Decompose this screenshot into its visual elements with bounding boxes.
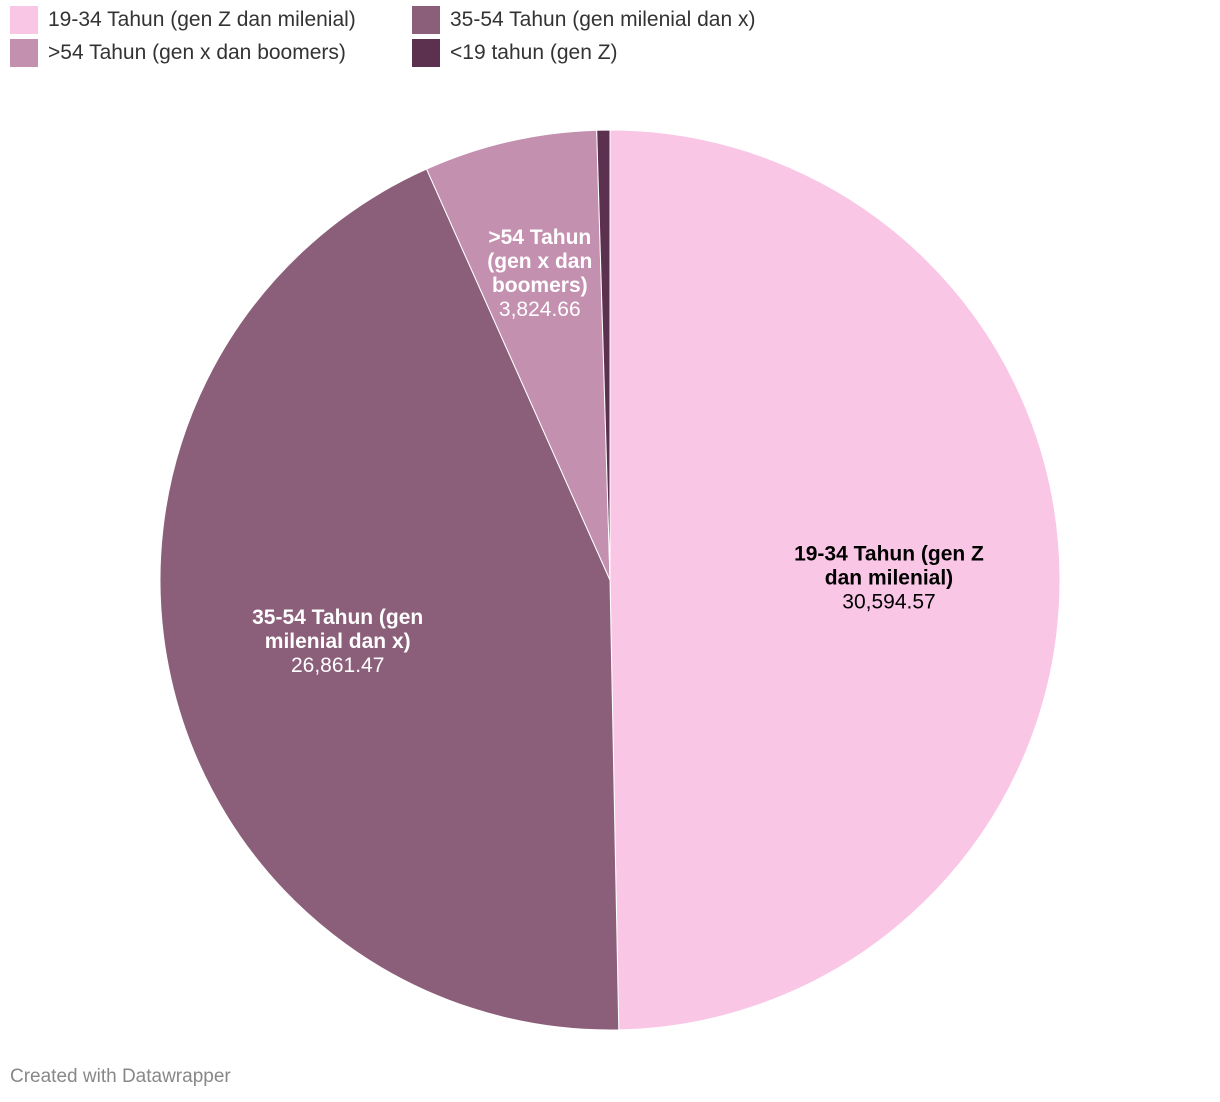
pie-slice — [596, 129, 611, 581]
slice-label: boomers) — [492, 274, 588, 297]
pie-slice — [159, 168, 620, 1031]
legend-label: >54 Tahun (gen x dan boomers) — [48, 41, 346, 64]
slice-label: (gen x dan — [487, 250, 592, 273]
slice-label: 35-54 Tahun (gen — [252, 606, 423, 629]
legend-swatch — [10, 6, 38, 34]
legend-swatch — [10, 39, 38, 67]
credit-text: Created with Datawrapper — [10, 1066, 231, 1087]
legend-label: 35-54 Tahun (gen milenial dan x) — [450, 8, 756, 31]
legend-swatch — [412, 39, 440, 67]
legend: 19-34 Tahun (gen Z dan milenial) 35-54 Ta… — [10, 6, 1210, 67]
pie-slice — [425, 129, 611, 581]
legend-swatch — [412, 6, 440, 34]
slice-label: milenial dan x) — [265, 630, 411, 653]
slice-value-label: 30,594.57 — [842, 590, 935, 613]
legend-item: 35-54 Tahun (gen milenial dan x) — [412, 6, 1210, 34]
pie-slice — [609, 129, 1061, 1031]
slice-label: 19-34 Tahun (gen Z — [794, 542, 984, 565]
slice-value-label: 26,861.47 — [291, 654, 384, 677]
legend-label: 19-34 Tahun (gen Z dan milenial) — [48, 8, 356, 31]
slice-label: >54 Tahun — [488, 226, 591, 249]
legend-item: 19-34 Tahun (gen Z dan milenial) — [10, 6, 412, 34]
legend-item: <19 tahun (gen Z) — [412, 39, 1210, 67]
slice-value-label: 3,824.66 — [499, 298, 581, 321]
slice-label: dan milenial) — [825, 566, 953, 589]
legend-label: <19 tahun (gen Z) — [450, 41, 618, 64]
legend-item: >54 Tahun (gen x dan boomers) — [10, 39, 412, 67]
